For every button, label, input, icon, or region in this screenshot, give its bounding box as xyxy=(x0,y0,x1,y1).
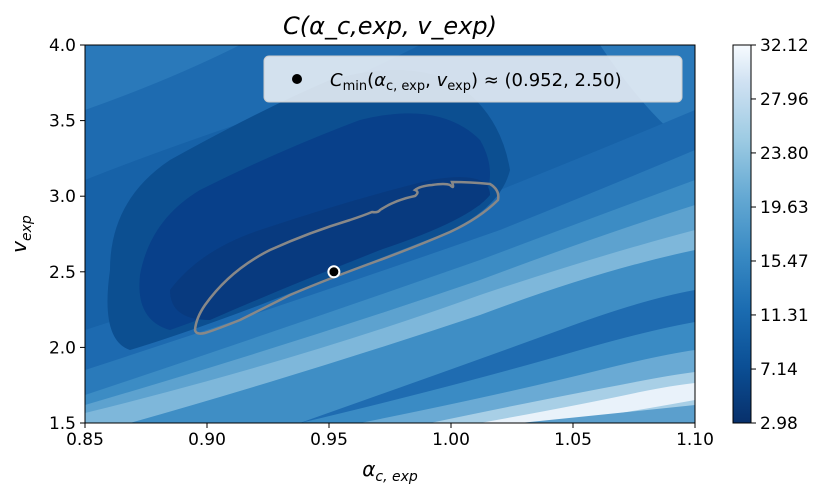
y-tick-label: 3.0 xyxy=(49,187,76,207)
x-tick-label: 0.85 xyxy=(66,430,104,450)
highlight-contour xyxy=(193,180,500,335)
colorbar-tick-label: 2.98 xyxy=(760,414,798,434)
colorbar-ticks: 2.98 7.14 11.31 15.47 19.63 23.80 27.96 32.12 xyxy=(751,36,809,434)
colorbar-tick-label: 15.47 xyxy=(760,252,809,272)
colorbar-tick-label: 27.96 xyxy=(760,90,809,110)
legend-box xyxy=(263,55,683,103)
x-tick-label: 1.10 xyxy=(676,430,714,450)
colorbar-gradient xyxy=(732,44,752,424)
minimum-marker xyxy=(327,265,341,279)
x-tick-label: 1.05 xyxy=(554,430,592,450)
contour-band-2 xyxy=(85,45,240,110)
chart-title: C(α_c,exp, v_exp) xyxy=(283,12,497,40)
colorbar: 2.98 7.14 11.31 15.47 19.63 23.80 27.96 32.12 xyxy=(732,36,809,434)
legend-marker xyxy=(292,74,302,84)
plot-frame xyxy=(84,44,696,424)
x-axis-ticks: 0.85 0.90 0.95 1.00 1.05 1.10 xyxy=(66,423,714,450)
colorbar-tick-label: 23.80 xyxy=(760,144,809,164)
x-tick-label: 1.00 xyxy=(432,430,470,450)
x-tick-label: 0.90 xyxy=(188,430,226,450)
y-tick-label: 2.0 xyxy=(49,338,76,358)
y-tick-label: 2.5 xyxy=(49,263,76,283)
y-tick-label: 1.5 xyxy=(49,414,76,434)
x-axis-label: αc, exp xyxy=(362,457,418,485)
contour-band-18 xyxy=(170,177,490,320)
contour-band-15 xyxy=(420,405,695,423)
colorbar-tick-label: 7.14 xyxy=(760,360,798,380)
y-tick-label: 4.0 xyxy=(49,36,76,56)
contour-field xyxy=(85,45,695,423)
y-axis-ticks: 1.5 2.0 2.5 3.0 3.5 4.0 xyxy=(49,36,85,434)
legend-label: Cmin(αc, exp, vexp) ≈ (0.952, 2.50) xyxy=(330,70,622,94)
y-tick-label: 3.5 xyxy=(49,112,76,132)
y-axis-label: vexp xyxy=(7,215,35,253)
minimum-point xyxy=(327,265,341,279)
colorbar-tick-label: 32.12 xyxy=(760,36,809,56)
contour-band-14 xyxy=(480,383,695,423)
colorbar-tick-label: 11.31 xyxy=(760,306,809,326)
x-tick-label: 0.95 xyxy=(310,430,348,450)
colorbar-tick-label: 19.63 xyxy=(760,198,809,218)
legend: Cmin(αc, exp, vexp) ≈ (0.952, 2.50) xyxy=(263,55,683,103)
